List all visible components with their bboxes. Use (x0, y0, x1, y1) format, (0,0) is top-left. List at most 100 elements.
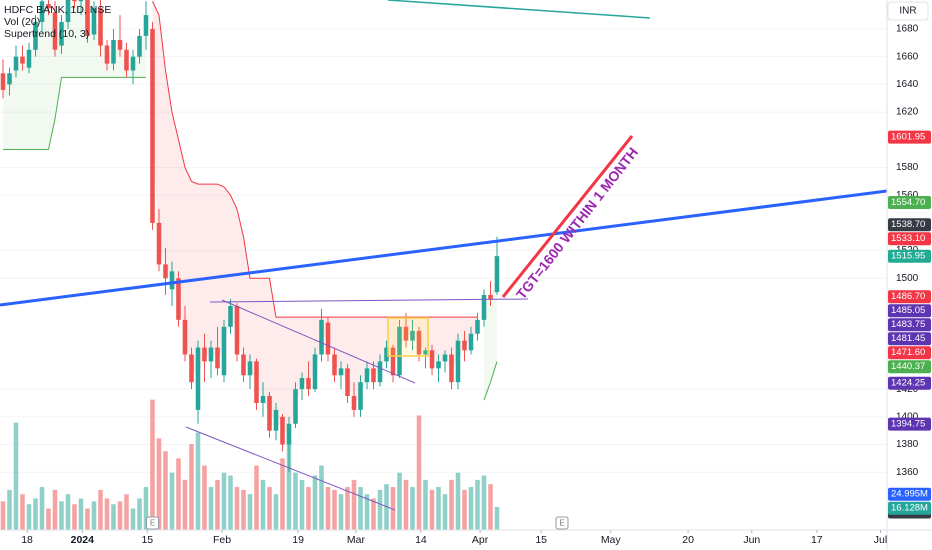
trend-line (0, 189, 887, 307)
volume-bar (13, 422, 19, 530)
event-label: E (150, 519, 155, 528)
volume-bar (52, 489, 58, 530)
price-badge-label: 1424.25 (891, 378, 925, 389)
price-badge (888, 290, 931, 304)
volume-bar (202, 465, 207, 530)
volume-bar (117, 501, 123, 530)
candle-body (215, 347, 220, 369)
y-tick-label: 1640 (896, 79, 919, 90)
volume-bar (176, 458, 181, 530)
volume-bar (0, 501, 6, 530)
price-badge-label: 1486.70 (891, 291, 925, 302)
candle-body (377, 361, 383, 383)
y-tick-label: 1360 (896, 467, 919, 478)
volume-bar (488, 484, 493, 530)
price-badge-label: 16.128M (891, 503, 928, 514)
x-tick-label: Feb (213, 534, 231, 546)
y-tick-label: 1500 (896, 273, 919, 284)
volume-bar (494, 506, 500, 530)
volume-bar (299, 479, 305, 530)
volume-bar (182, 479, 188, 530)
x-tick-label: 2024 (71, 534, 95, 546)
x-tick-label: Mar (347, 534, 366, 546)
volume-bar (169, 472, 175, 530)
volume-bar (208, 487, 214, 530)
volume-bar (280, 458, 285, 530)
indicator-legend[interactable]: Vol (20) (4, 16, 40, 28)
candle-body (410, 330, 415, 341)
candle-body (137, 35, 142, 57)
candle-body (13, 56, 19, 71)
volume-bar (195, 432, 201, 530)
price-badge (888, 196, 931, 210)
volume-bar (410, 487, 415, 530)
candle-body (59, 22, 64, 46)
trend-line (209, 298, 529, 303)
candle-body (286, 423, 292, 445)
candle-body (241, 354, 246, 376)
candle-body (0, 73, 6, 90)
candle-body (156, 222, 162, 265)
volume-bar (7, 489, 12, 530)
price-badge-label: 1483.75 (891, 319, 925, 330)
candle-body (325, 322, 331, 355)
event-marker (145, 516, 159, 530)
candle-body (364, 368, 370, 383)
volume-bar (332, 489, 337, 530)
candle-body (85, 0, 90, 36)
candle-body (163, 264, 168, 279)
candle-body (442, 354, 448, 362)
volume-bar (468, 487, 474, 530)
volume-bar (449, 479, 454, 530)
volume-bar (371, 498, 376, 530)
price-badge (888, 304, 931, 318)
candle-body (475, 319, 480, 334)
price-badge-label: 24.995M (891, 489, 928, 500)
x-tick-label: 20 (682, 534, 694, 546)
price-badge (888, 318, 931, 332)
candle-body (20, 56, 25, 64)
symbol-legend[interactable]: HDFC BANK, 1D, NSE (4, 4, 111, 16)
volume-bar (481, 475, 487, 530)
price-badge (888, 218, 931, 232)
volume-bar (137, 498, 142, 530)
volume-bar (390, 487, 396, 530)
candle-body (319, 319, 324, 355)
volume-bar (33, 498, 38, 530)
price-badge (888, 501, 931, 515)
candle-body (429, 350, 435, 369)
price-badge (888, 360, 931, 374)
candle-body (228, 306, 233, 327)
candle-body (52, 12, 58, 50)
volume-bar (46, 508, 51, 530)
candle-body (195, 347, 201, 410)
candle-body (403, 326, 409, 341)
candle-body (117, 40, 123, 50)
volume-bar (377, 489, 383, 530)
price-badge (888, 487, 931, 501)
volume-bar (156, 438, 162, 530)
currency-box[interactable] (887, 1, 929, 21)
price-badge-label: 1440.37 (891, 361, 925, 372)
supertrend-line (2, 76, 498, 401)
candle-body (494, 256, 500, 293)
volume-bar (215, 479, 220, 530)
price-badge (888, 417, 931, 431)
volume-bar (436, 487, 441, 530)
candle-body (436, 361, 441, 369)
volume-bar (351, 479, 357, 530)
volume-bar (293, 472, 298, 530)
volume-bar (254, 465, 259, 530)
candle-body (293, 389, 298, 424)
volume-bar (442, 494, 448, 530)
price-badge (888, 376, 931, 390)
indicator-legend[interactable]: Supertrend (10, 3) (4, 28, 89, 40)
y-tick-label: 1560 (896, 190, 919, 201)
event-label: E (559, 519, 564, 528)
candle-body (111, 40, 116, 64)
volume-bar (20, 494, 25, 530)
price-badge (888, 249, 931, 263)
candle-body (371, 368, 376, 383)
volume-bar (267, 487, 272, 530)
